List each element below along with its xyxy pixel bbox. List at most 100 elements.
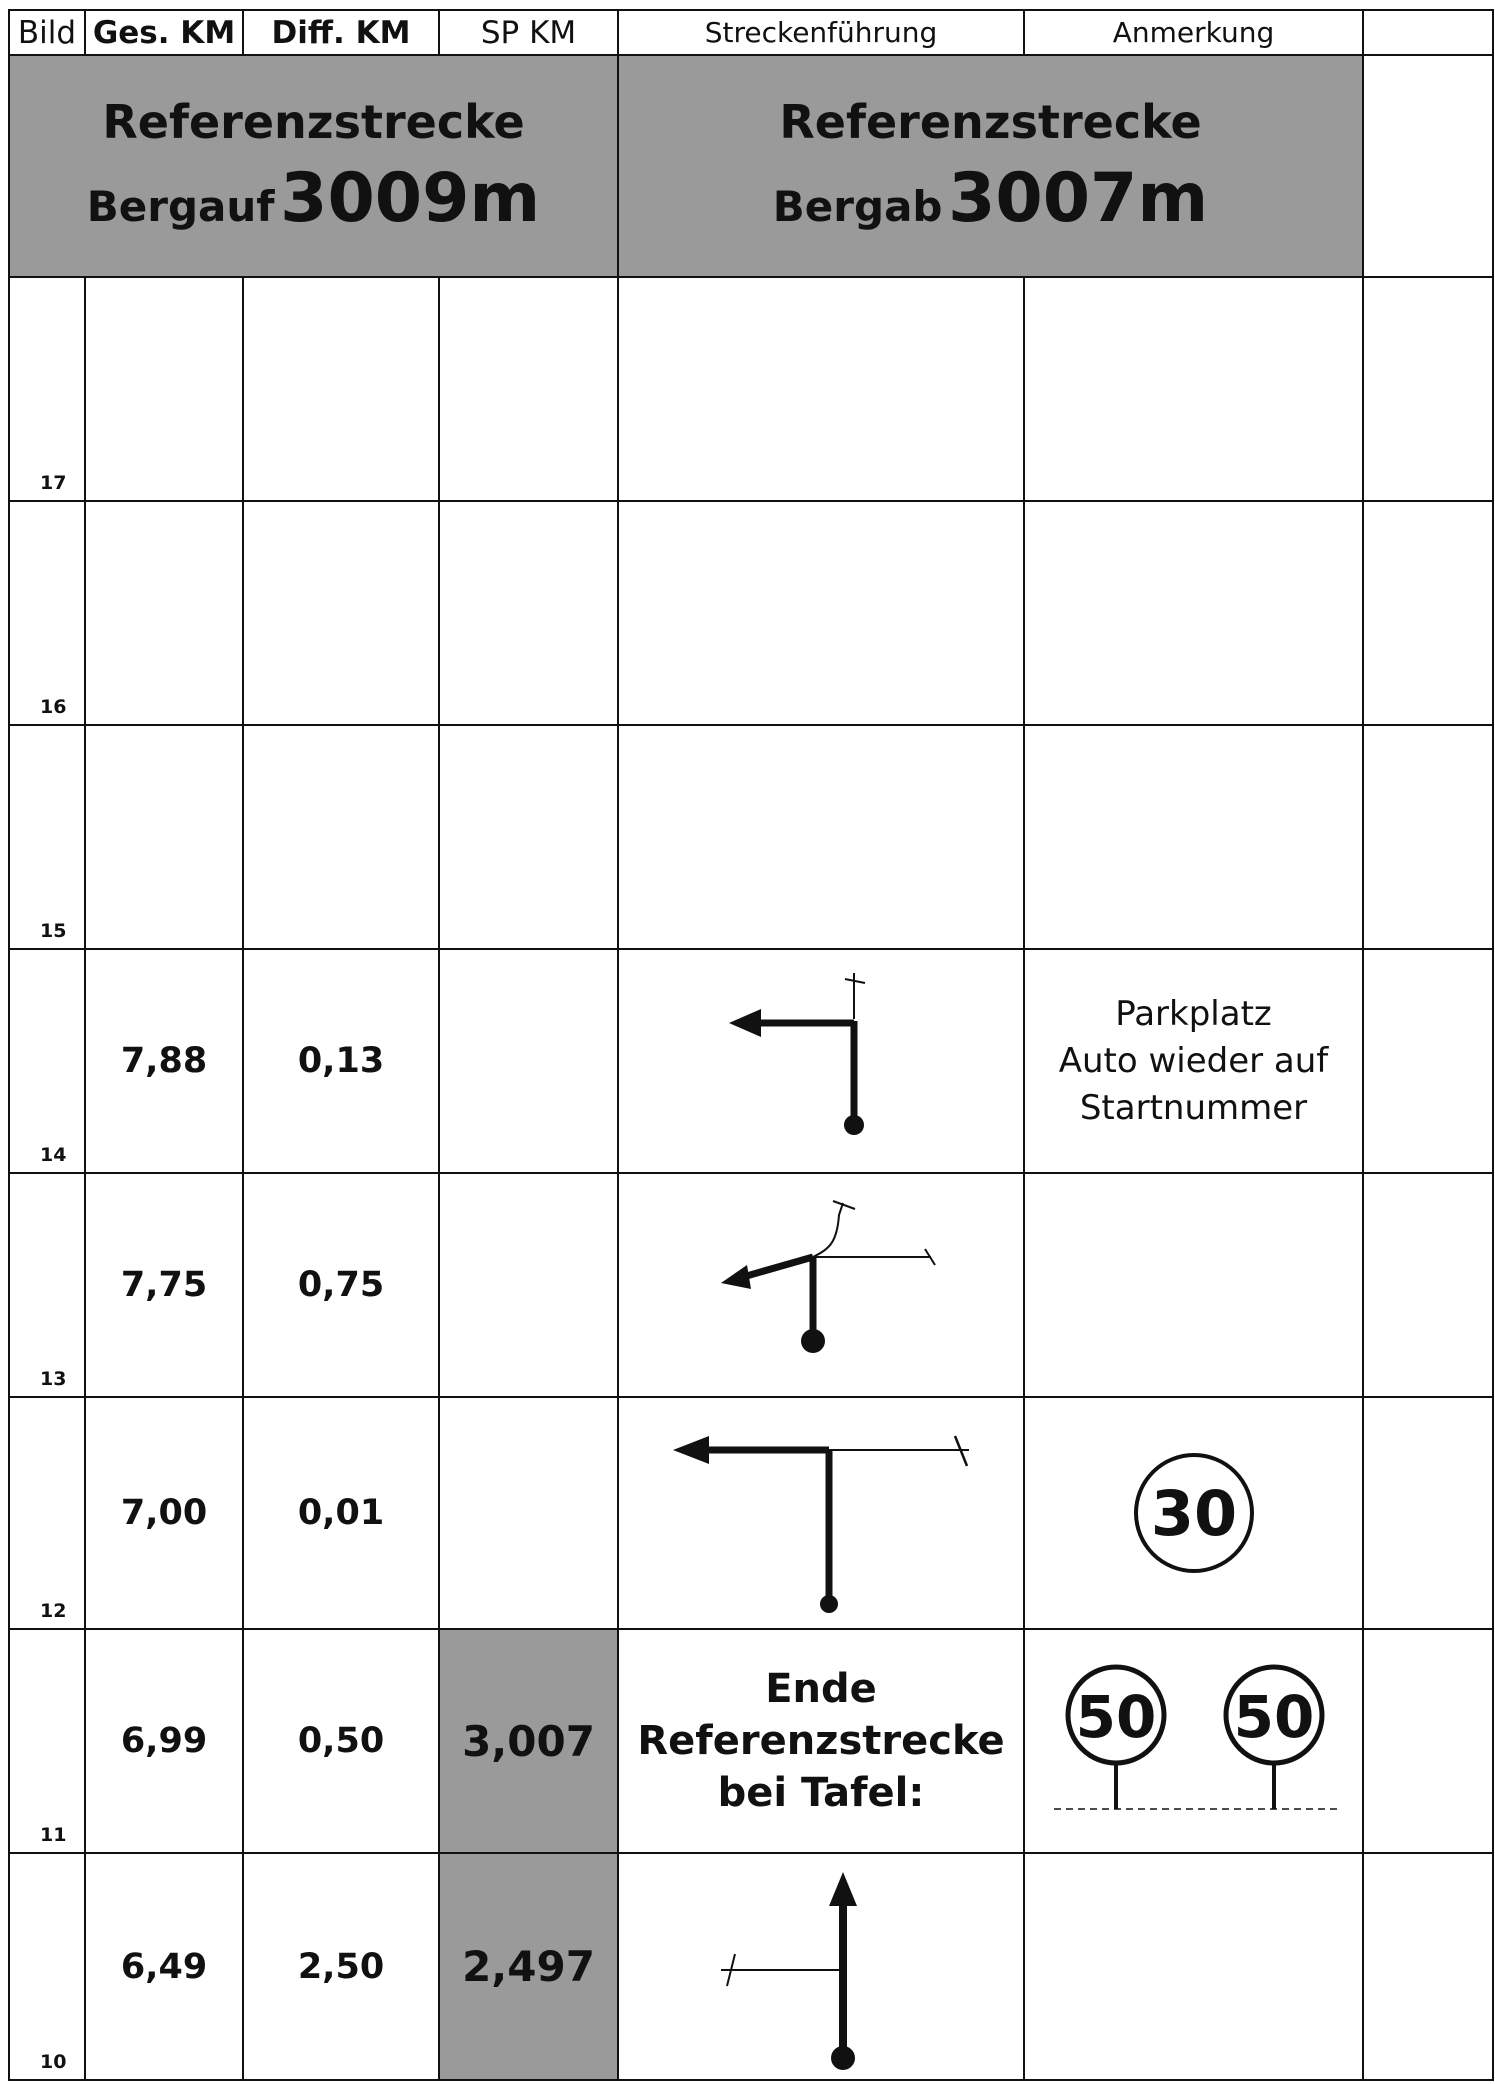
ges-km-cell [84,500,244,726]
reference-downhill-title: Referenzstrecke [779,94,1202,149]
reference-uphill-distance: 3009m [280,158,541,238]
table-row: 11 6,99 0,50 3,007 Ende Referenzstrecke … [8,1628,1494,1854]
ges-km-cell: 7,88 [84,948,244,1174]
route-text-line: bei Tafel: [717,1770,925,1816]
note-line: Parkplatz [1115,993,1272,1034]
ges-km-cell: 6,49 [84,1852,244,2081]
bild-number: 17 [40,472,67,494]
diff-km-cell [242,724,440,950]
diff-km-cell [242,276,440,502]
route-half-left-icon [721,1200,936,1353]
reference-uphill: Referenzstrecke Bergauf 3009m [8,54,619,278]
route-cell [617,724,1025,950]
ges-km-cell: 6,99 [84,1628,244,1854]
sp-km-cell [438,724,619,950]
reference-downhill-distance: 3007m [948,158,1209,238]
header-diff-km: Diff. KM [242,9,440,56]
ges-km-cell [84,276,244,502]
route-text-line: Ende [765,1666,877,1712]
route-cell [617,1852,1025,2081]
extra-cell [1362,1396,1494,1630]
reference-uphill-title: Referenzstrecke [102,94,525,149]
table-row: 14 7,88 0,13 Parkplatz Auto wieder auf S… [8,948,1494,1174]
note-cell [1023,1172,1364,1398]
note-cell: Parkplatz Auto wieder auf Startnummer [1023,948,1364,1174]
extra-cell [1362,1628,1494,1854]
speed-limit-value: 50 [1233,1683,1314,1751]
header-anmerkung: Anmerkung [1023,9,1364,56]
reference-downhill: Referenzstrecke Bergab 3007m [617,54,1364,278]
extra-cell [1362,948,1494,1174]
ges-km-cell: 7,00 [84,1396,244,1630]
diff-km-cell: 0,13 [242,948,440,1174]
bild-number: 16 [40,696,67,718]
note-line: Startnummer [1079,1087,1308,1128]
route-cell [617,1172,1025,1398]
route-cell [617,1396,1025,1630]
bild-cell: 15 [8,724,86,950]
reference-downhill-label: Bergab [772,181,943,231]
header-row: Bild Ges. KM Diff. KM SP KM Streckenführ… [8,9,1494,56]
bild-number: 11 [40,1824,67,1846]
route-left-turn-icon [673,1435,969,1613]
route-left-turn-icon [729,973,866,1135]
route-cell: Ende Referenzstrecke bei Tafel: [617,1628,1025,1854]
route-cell [617,276,1025,502]
sp-km-cell [438,1396,619,1630]
route-cell [617,500,1025,726]
header-bild: Bild [8,9,86,56]
route-straight-icon [721,1871,857,2070]
sp-km-cell [438,276,619,502]
table-row: 10 6,49 2,50 2,497 [8,1852,1494,2081]
header-streckenfuehrung: Streckenführung [617,9,1025,56]
bild-cell: 11 [8,1628,86,1854]
table-row: 17 [8,276,1494,502]
note-cell [1023,724,1364,950]
note-cell: 30 [1023,1396,1364,1630]
bild-cell: 14 [8,948,86,1174]
table-row: 12 7,00 0,01 30 [8,1396,1494,1630]
extra-cell [1362,276,1494,502]
speed-limit-value: 50 [1075,1683,1156,1751]
note-cell [1023,276,1364,502]
bild-cell: 16 [8,500,86,726]
sp-km-cell [438,500,619,726]
diff-km-cell: 2,50 [242,1852,440,2081]
bild-cell: 17 [8,276,86,502]
diff-km-cell: 0,75 [242,1172,440,1398]
reference-extra [1362,54,1494,278]
speed-limit-value: 30 [1150,1477,1236,1550]
bild-cell: 10 [8,1852,86,2081]
reference-row: Referenzstrecke Bergauf 3009m Referenzst… [8,54,1494,278]
diff-km-cell: 0,50 [242,1628,440,1854]
note-line: Auto wieder auf [1058,1040,1329,1081]
note-cell [1023,1852,1364,2081]
header-ges-km: Ges. KM [84,9,244,56]
table-row: 16 [8,500,1494,726]
header-extra [1362,9,1494,56]
route-cell [617,948,1025,1174]
diff-km-cell: 0,01 [242,1396,440,1630]
ges-km-cell: 7,75 [84,1172,244,1398]
sp-km-cell [438,1172,619,1398]
diff-km-cell [242,500,440,726]
bild-cell: 13 [8,1172,86,1398]
bild-number: 15 [40,920,67,942]
sp-km-cell: 3,007 [438,1628,619,1854]
table-row: 15 [8,724,1494,950]
extra-cell [1362,1852,1494,2081]
bild-cell: 12 [8,1396,86,1630]
bild-number: 10 [40,2051,67,2073]
reference-uphill-label: Bergauf [86,181,275,231]
note-cell [1023,500,1364,726]
note-cell: 50 50 [1023,1628,1364,1854]
extra-cell [1362,500,1494,726]
roadbook-table: Bild Ges. KM Diff. KM SP KM Streckenführ… [8,9,1494,2081]
speed-limit-30-sign-icon: 30 [1133,1453,1254,1573]
bild-number: 14 [40,1144,67,1166]
route-text-line: Referenzstrecke [637,1718,1005,1764]
bild-number: 13 [40,1368,67,1390]
ges-km-cell [84,724,244,950]
extra-cell [1362,724,1494,950]
